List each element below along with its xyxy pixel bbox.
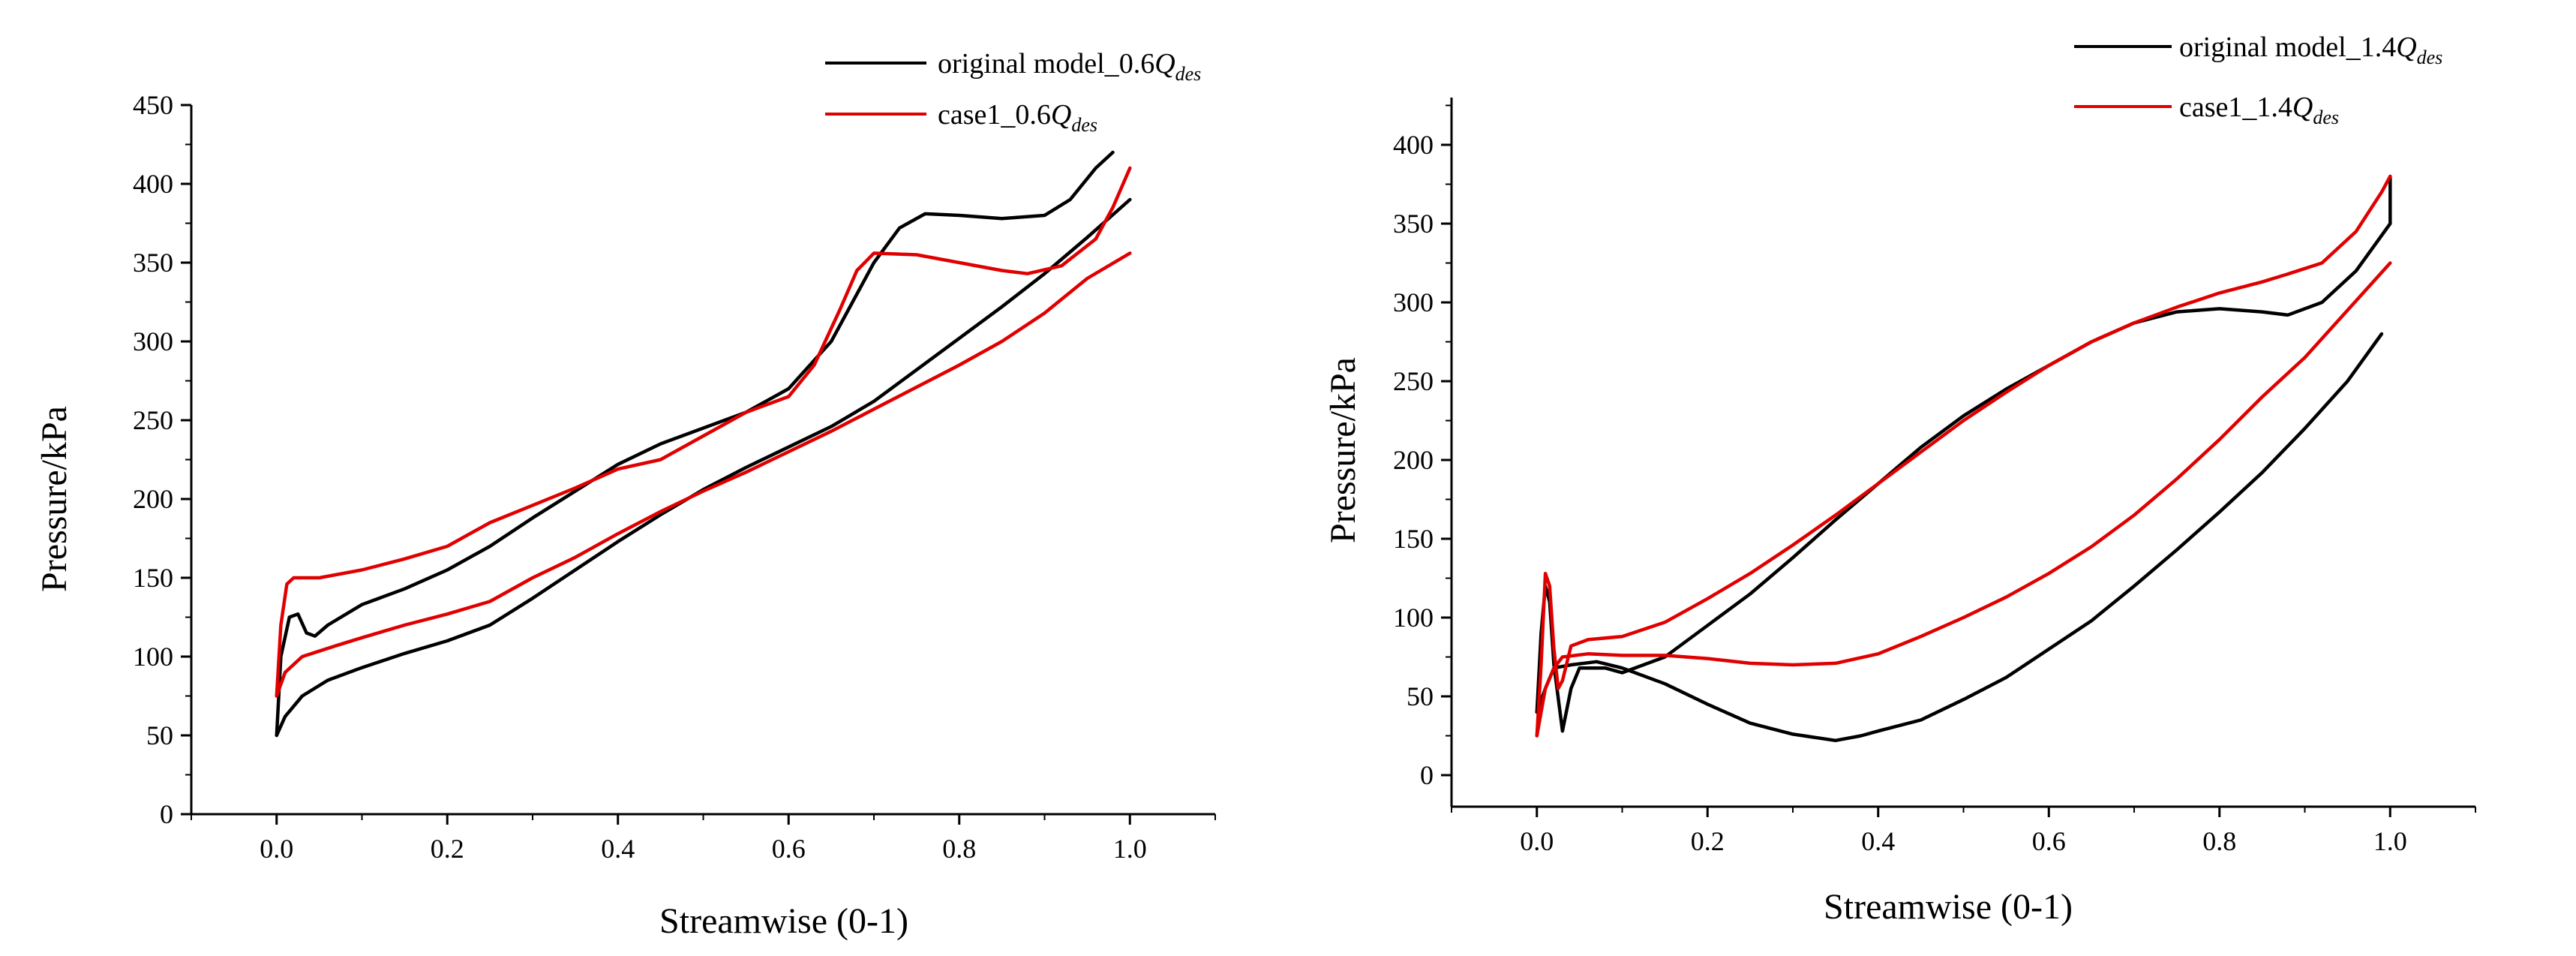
axes: 0.0 0.2 0.4 0.6 0.8 1.0 0 50 100 150 200 250 300 350… <box>133 90 1216 864</box>
y-tick-label: 200 <box>1393 445 1434 475</box>
x-tick-label: 0.0 <box>260 834 293 864</box>
y-tick-label: 350 <box>1393 209 1434 239</box>
x-tick-label: 0.8 <box>942 834 976 864</box>
x-ticks: 0.0 0.2 0.4 0.6 0.8 1.0 <box>1451 807 2476 856</box>
series-line-case1 <box>1535 261 2392 738</box>
legend-label-subscript: des <box>2313 107 2339 128</box>
legend-label-subscript: des <box>1071 114 1097 136</box>
legend-item-case1: case1_1.4Qdes <box>2074 92 2339 128</box>
axes: 0.0 0.2 0.4 0.6 0.8 1.0 0 50 100 150 200 250 300 350… <box>1393 98 2476 856</box>
series-line-original <box>275 150 1115 738</box>
series-line-case1 <box>275 166 1132 698</box>
legend: original model_1.4Qdes case1_1.4Qdes <box>2074 32 2442 128</box>
x-tick-label: 0.2 <box>1691 826 1725 856</box>
x-tick-label: 0.8 <box>2202 826 2236 856</box>
chart-right-1-4qdes: 0.0 0.2 0.4 0.6 0.8 1.0 0 50 100 150 200 250 300 350… <box>1323 32 2476 927</box>
y-tick-label: 400 <box>133 169 173 199</box>
legend-label-prefix: case1_ <box>2179 92 2257 123</box>
y-tick-label: 200 <box>133 484 173 514</box>
series-line-original <box>275 197 1132 738</box>
chart-left-0-6qdes: 0.0 0.2 0.4 0.6 0.8 1.0 0 50 100 150 200 250 300 350… <box>35 48 1216 941</box>
legend-label-multiplier: 0.6 <box>1119 48 1155 80</box>
y-tick-label: 250 <box>133 405 173 435</box>
y-ticks: 0 50 100 150 200 250 300 350 400 450 <box>133 90 191 829</box>
y-tick-label: 50 <box>1407 681 1434 711</box>
y-axis-title: Pressure/kPa <box>35 406 74 592</box>
legend-label-multiplier: 0.6 <box>1015 99 1051 131</box>
x-axis-title: Streamwise (0-1) <box>1824 887 2073 927</box>
series-line-original <box>1535 332 2384 743</box>
y-tick-label: 250 <box>1393 366 1434 396</box>
legend-label-prefix: original model_ <box>938 48 1120 80</box>
svg-text:original model_1.4Qdes: original model_1.4Qdes <box>2179 32 2442 68</box>
y-ticks: 0 50 100 150 200 250 300 350 400 <box>1393 104 1452 790</box>
svg-text:case1_1.4Qdes: case1_1.4Qdes <box>2179 92 2339 128</box>
y-tick-label: 150 <box>1393 524 1434 554</box>
x-tick-label: 0.6 <box>2032 826 2066 856</box>
y-tick-label: 100 <box>1393 603 1434 633</box>
y-tick-label: 100 <box>133 642 173 672</box>
x-tick-label: 0.0 <box>1520 826 1554 856</box>
plot-lines <box>275 150 1132 738</box>
legend-label-q: Q <box>1051 99 1071 131</box>
y-tick-label: 0 <box>160 799 173 829</box>
y-tick-label: 450 <box>133 90 173 120</box>
legend-item-original: original model_1.4Qdes <box>2074 32 2442 68</box>
series-line-case1 <box>1535 174 2392 738</box>
legend-label-subscript: des <box>1175 63 1202 85</box>
y-tick-label: 300 <box>1393 287 1434 317</box>
y-tick-label: 0 <box>1420 760 1434 790</box>
legend-item-case1: case1_0.6Qdes <box>825 99 1097 136</box>
legend-item-original: original model_0.6Qdes <box>825 48 1201 85</box>
legend-label-prefix: case1_ <box>938 99 1016 131</box>
legend-label-prefix: original model_ <box>2179 32 2361 63</box>
x-axis-title: Streamwise (0-1) <box>659 901 908 941</box>
x-tick-label: 1.0 <box>2373 826 2407 856</box>
y-tick-label: 350 <box>133 248 173 278</box>
x-ticks: 0.0 0.2 0.4 0.6 0.8 1.0 <box>191 814 1216 864</box>
y-axis-title: Pressure/kPa <box>1323 357 1363 543</box>
x-tick-label: 0.4 <box>1861 826 1895 856</box>
series-line-original <box>1535 174 2392 733</box>
legend: original model_0.6Qdes case1_0.6Qdes <box>825 48 1201 136</box>
legend-label-multiplier: 1.4 <box>2256 92 2292 123</box>
y-tick-label: 300 <box>133 326 173 356</box>
legend-label-q: Q <box>2396 32 2416 63</box>
plot-lines <box>1535 174 2392 743</box>
x-tick-label: 1.0 <box>1113 834 1147 864</box>
series-line-case1 <box>275 251 1132 698</box>
y-tick-label: 150 <box>133 563 173 593</box>
svg-text:original model_0.6Qdes: original model_0.6Qdes <box>938 48 1201 85</box>
y-tick-label: 400 <box>1393 130 1434 160</box>
x-tick-label: 0.6 <box>772 834 806 864</box>
svg-text:case1_0.6Qdes: case1_0.6Qdes <box>938 99 1097 136</box>
legend-label-q: Q <box>1154 48 1175 80</box>
legend-label-subscript: des <box>2417 47 2443 68</box>
legend-label-multiplier: 1.4 <box>2361 32 2397 63</box>
x-tick-label: 0.4 <box>601 834 635 864</box>
x-tick-label: 0.2 <box>431 834 464 864</box>
legend-label-q: Q <box>2292 92 2313 123</box>
y-tick-label: 50 <box>146 720 173 750</box>
